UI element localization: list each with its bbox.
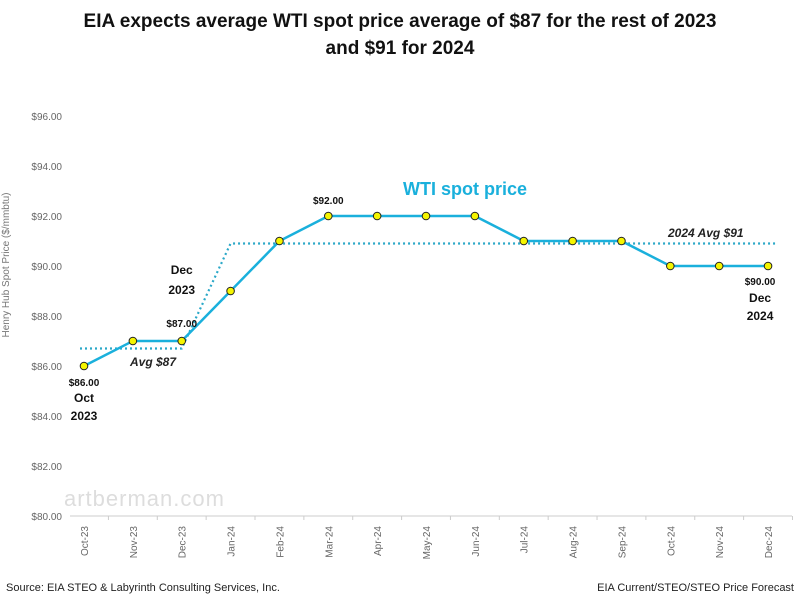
data-point bbox=[372, 211, 382, 221]
data-annotation: 2023 bbox=[71, 409, 98, 423]
x-tick-label: Feb-24 bbox=[275, 526, 286, 558]
chart-title: EIA expects average WTI spot price avera… bbox=[0, 8, 800, 62]
data-point bbox=[421, 211, 431, 221]
data-point bbox=[324, 211, 333, 221]
data-point bbox=[470, 211, 480, 221]
x-tick-label: Oct-23 bbox=[80, 526, 91, 556]
data-point bbox=[568, 236, 577, 246]
x-tick-label: Sep-24 bbox=[617, 526, 628, 559]
x-tick-label: Jun-24 bbox=[471, 526, 482, 557]
data-point bbox=[519, 236, 529, 246]
x-tick-label: Jan-24 bbox=[227, 526, 238, 557]
title-line-1: EIA expects average WTI spot price avera… bbox=[83, 11, 717, 32]
x-tick-label: Nov-24 bbox=[715, 526, 726, 559]
average-label-2023: Avg $87 bbox=[129, 355, 177, 369]
x-tick-label: Mar-24 bbox=[324, 526, 335, 558]
data-point bbox=[763, 261, 773, 271]
x-tick-label: Oct-24 bbox=[666, 526, 677, 556]
x-tick-label: Aug-24 bbox=[569, 526, 580, 559]
watermark: artberman.com bbox=[64, 486, 225, 511]
source-note: Source: EIA STEO & Labyrinth Consulting … bbox=[6, 582, 280, 594]
data-point bbox=[617, 236, 626, 246]
y-axis-label: Henry Hub Spot Price ($/mmbtu) bbox=[1, 192, 12, 337]
data-annotation: Dec bbox=[171, 263, 193, 277]
x-tick-label: Apr-24 bbox=[373, 526, 384, 556]
data-point bbox=[226, 286, 235, 296]
data-point bbox=[275, 236, 284, 246]
y-tick-label: $86.00 bbox=[31, 362, 62, 373]
average-line bbox=[80, 242, 777, 350]
data-annotation: 2023 bbox=[168, 283, 195, 297]
data-point bbox=[79, 361, 89, 371]
y-tick-label: $84.00 bbox=[31, 412, 62, 423]
x-tick-label: Jul-24 bbox=[520, 526, 531, 554]
average-label-2024: 2024 Avg $91 bbox=[667, 226, 744, 240]
data-annotation: $87.00 bbox=[166, 319, 197, 330]
y-tick-label: $96.00 bbox=[31, 112, 62, 123]
y-tick-label: $88.00 bbox=[31, 312, 62, 323]
y-tick-label: $90.00 bbox=[31, 262, 62, 273]
x-tick-label: Nov-23 bbox=[129, 526, 140, 559]
x-tick-label: Dec-23 bbox=[178, 526, 189, 559]
data-point bbox=[177, 336, 187, 346]
data-annotation: $86.00 bbox=[69, 378, 100, 389]
title-line-2: and $91 for 2024 bbox=[325, 38, 475, 59]
x-tick-label: May-24 bbox=[422, 526, 433, 560]
data-annotation: $90.00 bbox=[745, 277, 776, 288]
y-tick-label: $92.00 bbox=[31, 212, 62, 223]
y-tick-label: $82.00 bbox=[31, 462, 62, 473]
data-point bbox=[714, 261, 724, 271]
forecast-note: EIA Current/STEO/STEO Price Forecast bbox=[597, 582, 794, 594]
y-tick-label: $80.00 bbox=[31, 512, 62, 523]
series-label: WTI spot price bbox=[403, 179, 527, 199]
data-point bbox=[128, 336, 138, 346]
data-annotation: $92.00 bbox=[313, 196, 344, 207]
data-annotation: Oct bbox=[74, 391, 94, 405]
x-tick-label: Dec-24 bbox=[764, 526, 775, 559]
data-annotation: Dec bbox=[749, 291, 771, 305]
data-annotation: 2024 bbox=[747, 309, 774, 323]
data-point bbox=[666, 261, 675, 271]
y-tick-label: $94.00 bbox=[31, 162, 62, 173]
